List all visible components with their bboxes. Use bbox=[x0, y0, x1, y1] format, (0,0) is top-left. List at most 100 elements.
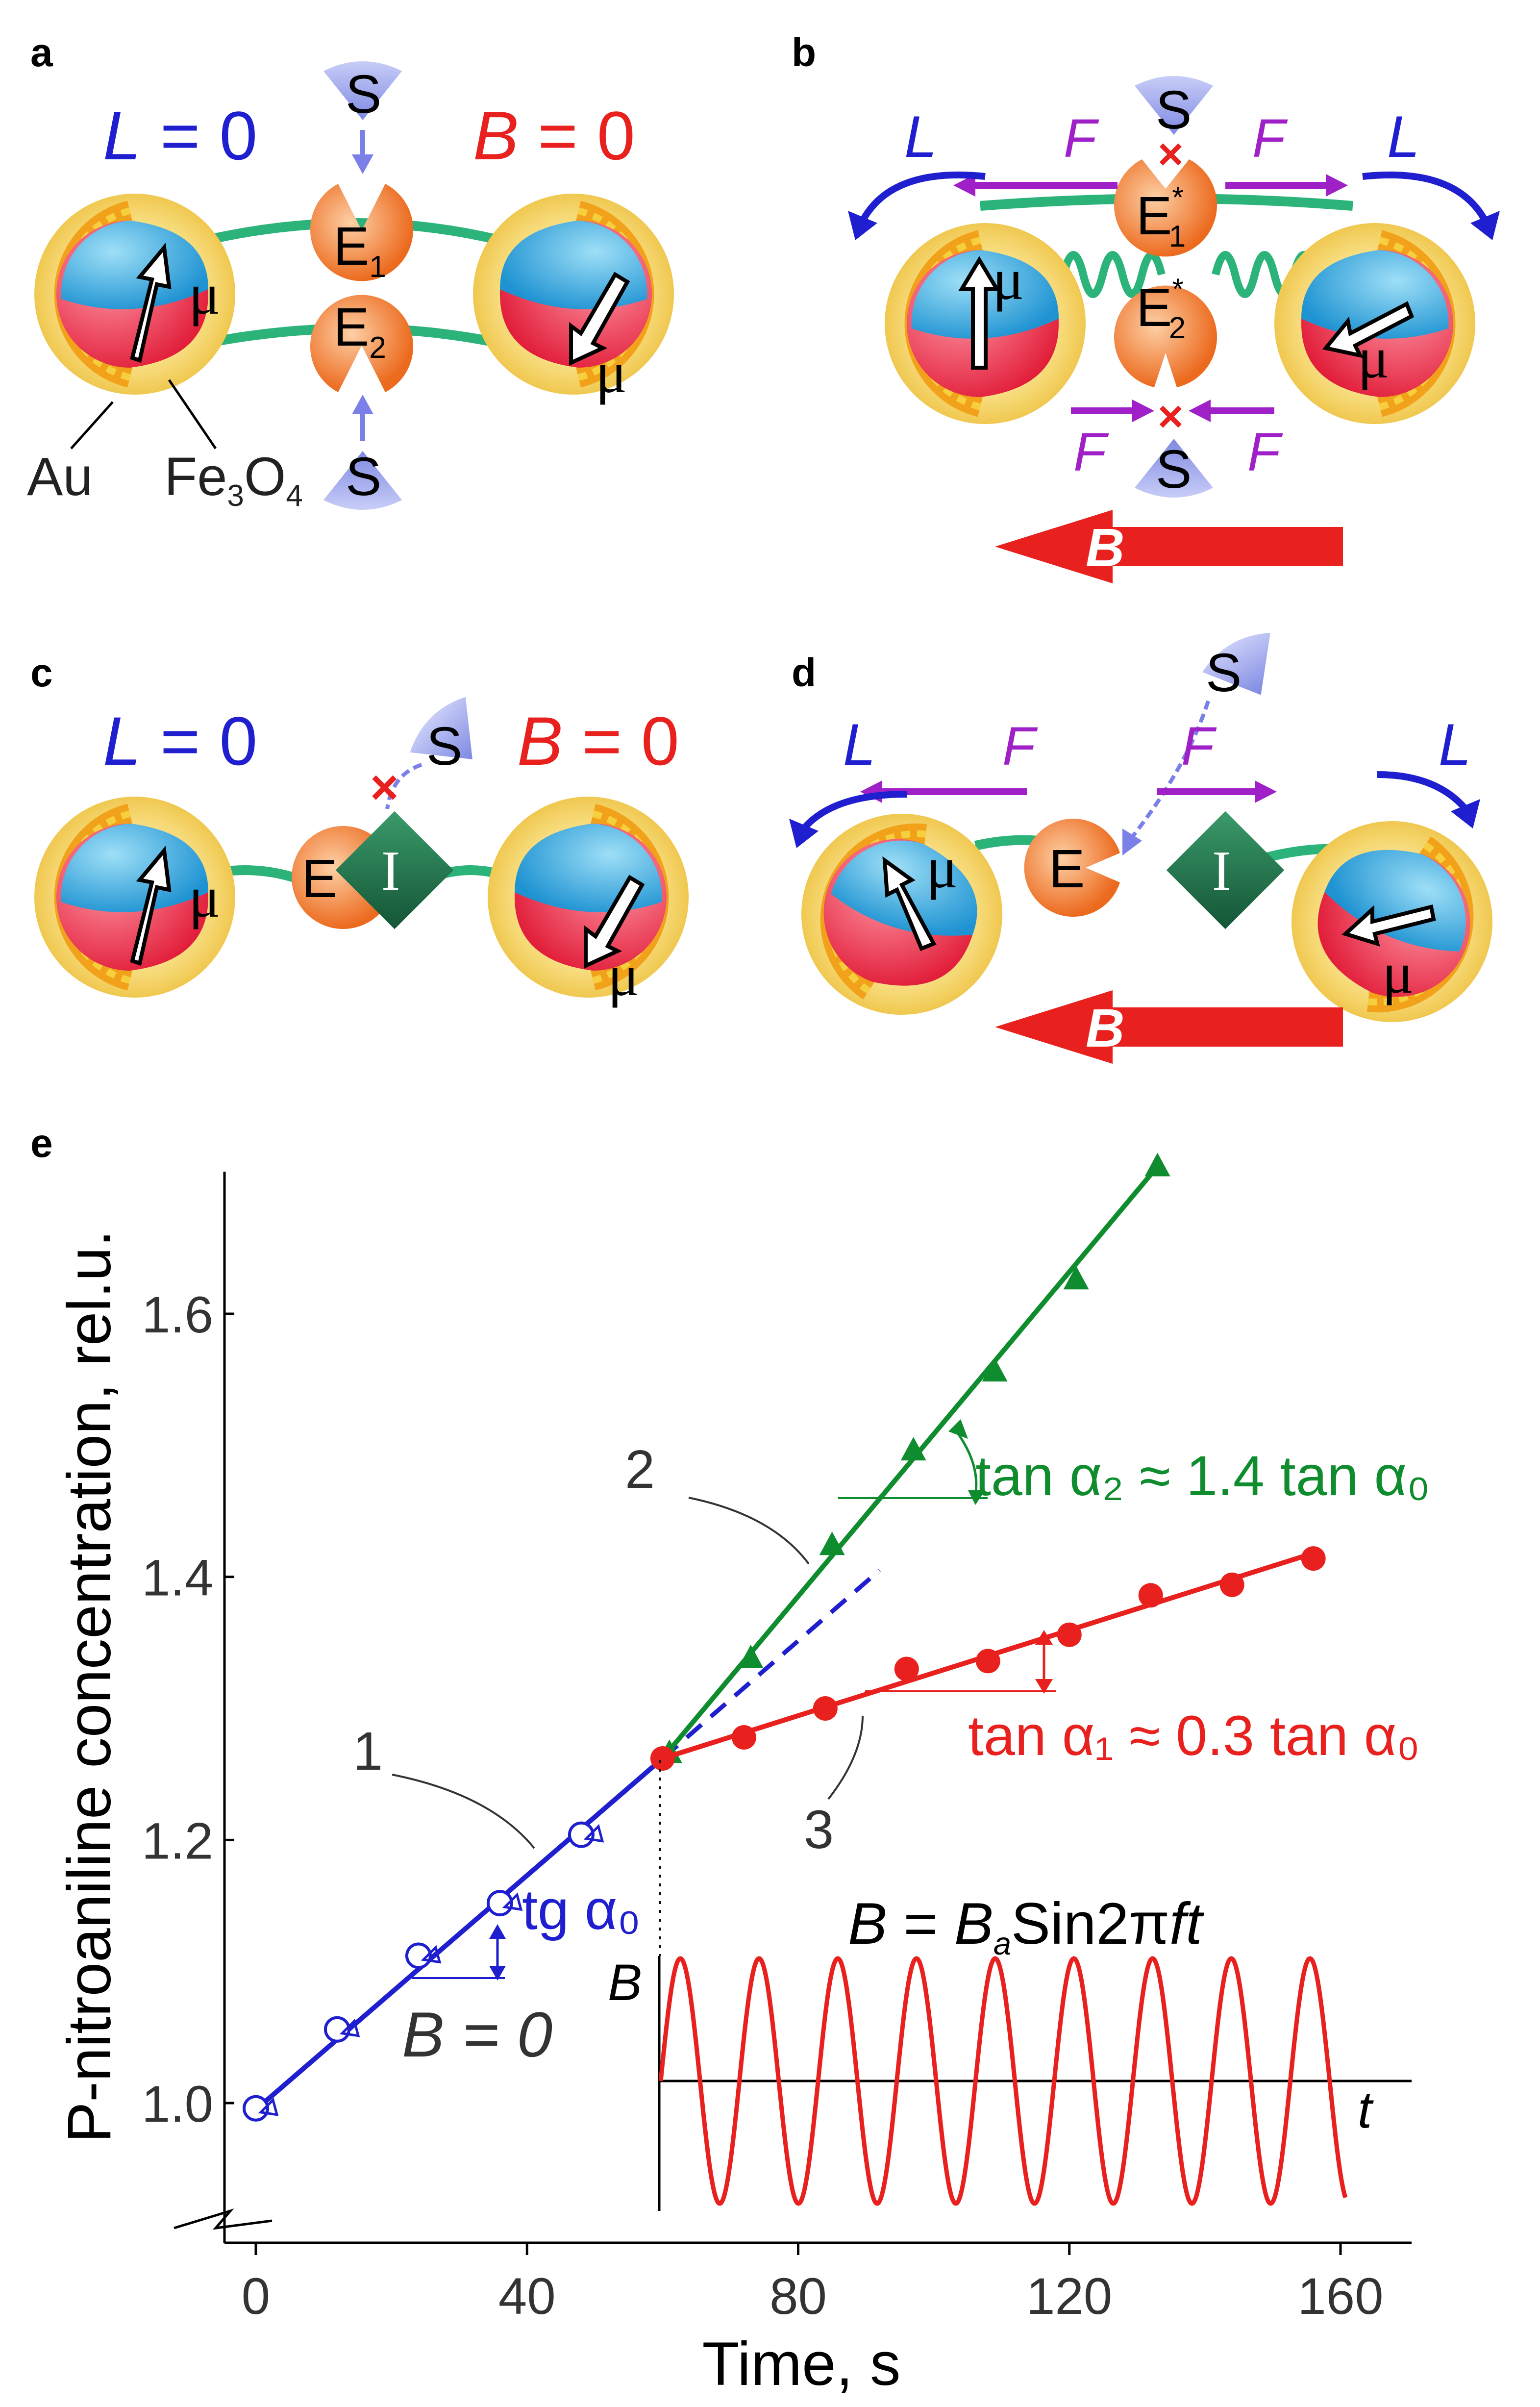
y-tick-label: 1.6 bbox=[142, 1286, 213, 1344]
nanoparticle-right bbox=[488, 797, 689, 998]
panel-d: d μ μ E I S F F L L B bbox=[773, 624, 1521, 1064]
mu-label-left: μ bbox=[189, 864, 220, 929]
panel-c-label: c bbox=[30, 651, 53, 695]
series-1-point bbox=[568, 1821, 595, 1848]
mu-label-right: μ bbox=[608, 943, 639, 1008]
enzyme-2-label: E2 bbox=[333, 297, 386, 365]
x-tick-label: 40 bbox=[498, 2268, 556, 2325]
series-3-point bbox=[731, 1725, 756, 1750]
series-3-point bbox=[1057, 1622, 1082, 1647]
field-arrow-label: B bbox=[1086, 518, 1124, 578]
enzyme-label: E bbox=[301, 849, 337, 909]
series-1-point-triangle bbox=[421, 1945, 442, 1964]
substrate-label: S bbox=[1206, 643, 1242, 703]
mu-label-right: μ bbox=[1382, 940, 1414, 1005]
y-tick-label: 1.2 bbox=[142, 1812, 213, 1870]
field-arrow-label: B bbox=[1086, 998, 1124, 1058]
force-label: F bbox=[1002, 716, 1038, 777]
series-2-point bbox=[1144, 1153, 1170, 1177]
series-2-point bbox=[1063, 1266, 1089, 1290]
field-arrow-icon bbox=[995, 510, 1343, 583]
enzyme-1-icon bbox=[310, 184, 414, 281]
magnetic-moment-arrow-icon bbox=[1322, 301, 1415, 358]
magnetic-moment-arrow-icon bbox=[1341, 904, 1436, 947]
inhibitor-icon bbox=[1166, 811, 1285, 929]
magnetic-moment-arrow-icon bbox=[882, 856, 937, 952]
series-1-point-triangle bbox=[583, 1824, 604, 1843]
blocked-cross-icon: × bbox=[1158, 392, 1184, 441]
panel-d-label: d bbox=[792, 651, 816, 695]
magnetic-moment-arrow-icon bbox=[584, 875, 645, 969]
series-2-label: 2 bbox=[625, 1439, 655, 1500]
series-1-point-triangle bbox=[339, 2018, 360, 2037]
substrate-top-label: S bbox=[346, 64, 381, 125]
force-label: F bbox=[1247, 422, 1283, 482]
enzyme-label: E bbox=[1049, 839, 1085, 899]
x-tick-label: 80 bbox=[770, 2268, 827, 2325]
magnetic-moment-arrow-icon bbox=[569, 272, 630, 366]
inset-formula: B = BaSin2πft bbox=[848, 1891, 1204, 1961]
enzyme-2-icon bbox=[310, 295, 414, 392]
series-2-point bbox=[738, 1645, 764, 1669]
force-label: F bbox=[1073, 422, 1109, 482]
x-tick-label: 160 bbox=[1297, 2268, 1383, 2325]
force-label: F bbox=[1064, 108, 1099, 169]
mu-label-left: μ bbox=[189, 261, 220, 326]
blocked-cross-icon: × bbox=[1158, 130, 1184, 179]
series-3-point bbox=[975, 1649, 1000, 1674]
series-1-point-triangle bbox=[502, 1892, 523, 1911]
series-3-point bbox=[813, 1696, 838, 1721]
series-1-point bbox=[405, 1942, 432, 1969]
enzyme-icon bbox=[1024, 819, 1120, 917]
series-1-point bbox=[323, 2016, 350, 2043]
rotation-label: L bbox=[1439, 712, 1471, 777]
series-3-point bbox=[1138, 1583, 1163, 1608]
mu-label-right: μ bbox=[1358, 325, 1389, 390]
enzyme-2-label: E* 2 bbox=[1136, 273, 1186, 345]
gold-label: Au bbox=[27, 447, 93, 507]
field-zero-label: B = 0 bbox=[473, 97, 635, 174]
series-2-point bbox=[819, 1531, 845, 1555]
angle-annotations bbox=[392, 1419, 1056, 1981]
extrapolation-line bbox=[661, 1568, 881, 1760]
rotation-label: L bbox=[843, 712, 876, 777]
magnetite-label: Fe3O4 bbox=[164, 447, 303, 513]
series-1-point bbox=[486, 1890, 513, 1917]
x-tick-label: 0 bbox=[242, 2268, 270, 2325]
blocked-cross-icon: × bbox=[370, 760, 398, 815]
angular-momentum-zero-label: L = 0 bbox=[103, 97, 257, 174]
linker-coiled-left bbox=[1060, 251, 1166, 298]
panel-b: b μ μ E* 1 E* 2 S × S × F F F F bbox=[792, 30, 1500, 583]
inhibitor-label: I bbox=[1212, 840, 1231, 902]
force-label: F bbox=[1181, 716, 1217, 777]
panel-a-label: a bbox=[30, 30, 53, 75]
substrate-top-label: S bbox=[1156, 80, 1192, 140]
tan-alpha1-annotation: tan α₁ ≈ 0.3 tan α₀ bbox=[968, 1705, 1420, 1767]
inset-y-label: B bbox=[608, 1954, 642, 2011]
inset-x-label: t bbox=[1358, 2081, 1374, 2139]
mu-label-right: μ bbox=[596, 340, 627, 405]
x-axis-title: Time, s bbox=[702, 2330, 900, 2398]
rotation-label: L bbox=[904, 104, 937, 170]
series-1-point-triangle bbox=[258, 2097, 279, 2116]
enzyme-1-icon bbox=[1114, 159, 1217, 257]
field-inset: B t B = BaSin2πft bbox=[608, 1891, 1412, 2211]
y-ticks: 1.0 1.2 1.4 1.6 bbox=[142, 1286, 234, 2133]
force-label: F bbox=[1252, 108, 1288, 169]
series-1-fit-line bbox=[254, 1756, 665, 2112]
x-tick-label: 120 bbox=[1026, 2268, 1112, 2325]
magnetic-moment-arrow-icon bbox=[958, 256, 1001, 370]
enzyme-1-label: E1 bbox=[333, 216, 386, 284]
tan-alpha2-annotation: tan α₂ ≈ 1.4 tan α₀ bbox=[975, 1445, 1430, 1507]
series-1-point bbox=[243, 2095, 269, 2122]
mu-label-left: μ bbox=[993, 247, 1024, 312]
panel-e-chart: e 1.0 1.2 1.4 1.6 0 40 80 120 160 Time, s P-nit… bbox=[30, 1121, 1430, 2398]
panel-c: c L = 0 B = 0 μ μ E I S × bbox=[30, 651, 689, 1008]
b-zero-annotation: B = 0 bbox=[402, 1999, 552, 2070]
series-2-point bbox=[900, 1437, 926, 1461]
substrate-label: S bbox=[426, 716, 462, 777]
magnetic-moment-arrow-icon bbox=[130, 243, 172, 363]
series-3-point bbox=[1301, 1546, 1326, 1571]
nanoparticle-right bbox=[473, 194, 674, 395]
inhibitor-icon bbox=[335, 811, 454, 929]
